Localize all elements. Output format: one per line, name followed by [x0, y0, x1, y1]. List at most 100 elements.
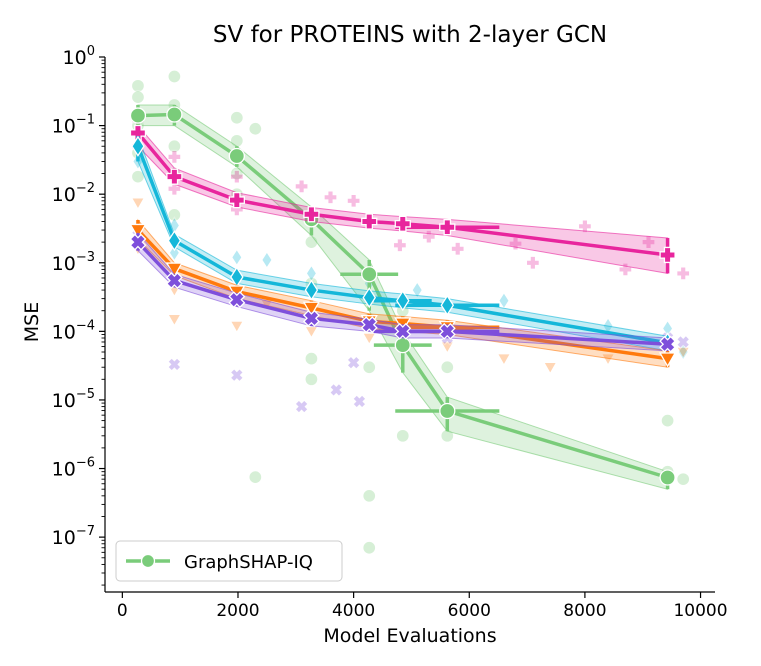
x-tick-label: 6000: [448, 601, 491, 621]
data-point: [302, 301, 321, 317]
data-point: [228, 291, 246, 309]
scatter-point: [361, 332, 377, 346]
data-point: [228, 147, 245, 165]
data-point: [659, 246, 676, 264]
series-4: [129, 231, 677, 353]
y-tick-label: 10−4: [52, 318, 95, 343]
scatter-point: [166, 356, 182, 372]
scatter-point: [294, 399, 310, 415]
data-point: [394, 336, 411, 354]
data-point: [439, 219, 456, 236]
data-point: [396, 290, 410, 312]
data-point: [362, 287, 377, 309]
scatter-point: [130, 78, 146, 93]
data-point: [361, 266, 378, 283]
scatter-point: [542, 361, 558, 376]
scatter-point: [229, 367, 245, 383]
y-tick-label: 10−1: [52, 113, 95, 138]
confidence-band: [137, 124, 669, 274]
y-axis-label: MSE: [21, 302, 43, 342]
chart-title: SV for PROTEINS with 2-layer GCN: [213, 22, 607, 48]
data-point: [167, 230, 182, 252]
series-0: [129, 104, 676, 490]
scatter-point: [676, 472, 691, 487]
scatter-point: [346, 193, 361, 208]
y-tick-label: 10−5: [52, 387, 95, 412]
data-point: [228, 191, 245, 209]
data-point: [658, 352, 677, 368]
x-tick-label: 0: [117, 601, 128, 621]
x-tick-label: 2000: [216, 601, 259, 621]
data-point: [129, 107, 147, 124]
scatter-point: [660, 413, 675, 428]
scatter-point: [229, 110, 244, 125]
scatter-point: [328, 382, 344, 398]
y-tick-label: 10−6: [52, 456, 95, 481]
scatter-point: [351, 394, 367, 409]
series-line: [137, 112, 669, 480]
scatter-point: [675, 334, 691, 350]
scatter-point: [130, 197, 146, 211]
scatter-point: [641, 234, 656, 250]
series-line: [136, 240, 668, 346]
scatter-point: [496, 353, 512, 367]
data-point: [360, 316, 378, 334]
data-point: [131, 135, 145, 157]
data-point: [304, 279, 319, 301]
x-axis-label: Model Evaluations: [323, 625, 496, 647]
scatter-point: [229, 320, 245, 334]
scatter-point: [392, 238, 408, 253]
scatter-point: [508, 236, 523, 251]
plot-area: [129, 69, 691, 555]
scatter-point: [167, 139, 182, 154]
x-tick-label: 8000: [563, 601, 606, 621]
data-point: [303, 206, 320, 223]
scatter-point: [676, 266, 691, 281]
data-point: [394, 322, 412, 340]
data-point: [129, 124, 147, 142]
scatter-point: [167, 181, 182, 196]
scatter-point: [577, 219, 593, 234]
data-point: [659, 335, 677, 353]
scatter-point: [439, 341, 455, 355]
y-tick-label: 10−2: [52, 181, 95, 206]
scatter-point: [167, 149, 182, 165]
scatter-point: [323, 190, 338, 205]
scatter-point: [303, 325, 320, 340]
scatter-point: [304, 351, 319, 366]
data-point: [361, 213, 378, 230]
data-point: [166, 168, 183, 185]
scatter-point: [362, 360, 377, 375]
series-2: [131, 135, 675, 354]
y-tick-label: 100: [63, 44, 95, 69]
data-point: [438, 322, 456, 340]
scatter-point: [248, 121, 263, 136]
scatter-point: [167, 207, 182, 222]
scatter-point: [167, 69, 182, 84]
axes: 0 2000 4000 6000 8000 10000 100 10−1 10−2 10−3 10−…: [52, 44, 728, 621]
scatter-point: [675, 346, 691, 360]
scatter-point: [260, 250, 273, 270]
series-1: [129, 124, 676, 274]
y-tick-label: 10−3: [52, 250, 95, 275]
x-tick-label: 4000: [332, 601, 375, 621]
scatter-point: [440, 360, 455, 375]
series-scatter-4: [130, 222, 691, 415]
series-line: [136, 228, 668, 361]
scatter-point: [230, 248, 243, 267]
scatter-point: [346, 355, 362, 371]
scatter-point: [411, 280, 424, 300]
scatter-point: [130, 89, 146, 105]
scatter-point: [294, 179, 309, 194]
data-point: [165, 272, 183, 290]
data-point: [440, 294, 455, 316]
scatter-point: [497, 291, 510, 311]
scatter-point: [450, 241, 465, 256]
scatter-point: [600, 353, 616, 367]
data-point: [166, 106, 183, 123]
data-point: [302, 309, 320, 327]
series-line: [136, 145, 668, 345]
scatter-point: [677, 342, 690, 362]
scatter-point: [229, 169, 244, 184]
